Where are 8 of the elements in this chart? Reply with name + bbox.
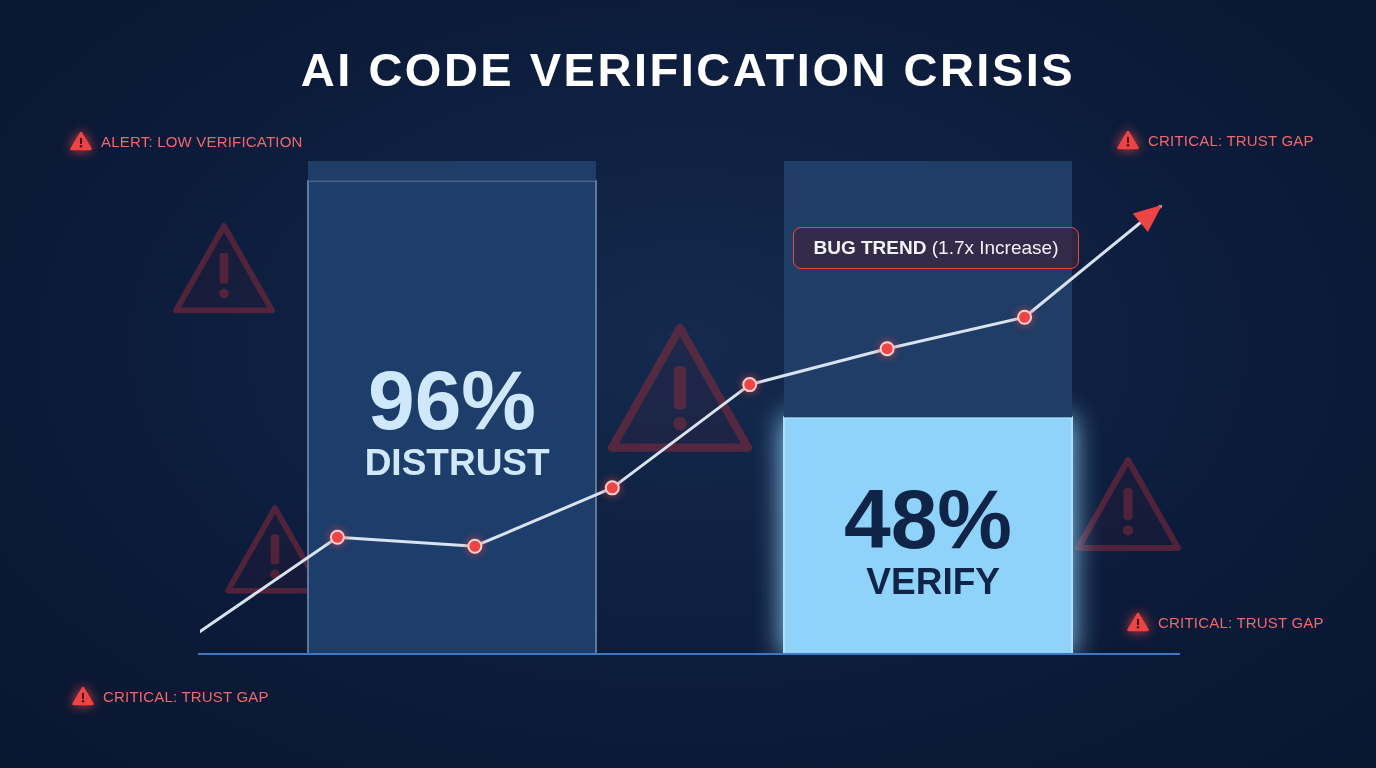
chart-title: AI CODE VERIFICATION CRISIS — [299, 43, 1077, 96]
series-label: BUG TREND (1.7x Increase) — [813, 237, 1059, 259]
text: CRITICAL: TRUST GAP — [103, 687, 269, 705]
annotation: CRITICAL: TRUST GAP — [1158, 613, 1324, 631]
text: CRITICAL: TRUST GAP — [1148, 131, 1314, 149]
data-label: 48% VERIFY — [843, 471, 1013, 602]
data-label: 96% DISTRUST — [354, 353, 551, 484]
text: ALERT: LOW VERIFICATION — [101, 132, 303, 150]
